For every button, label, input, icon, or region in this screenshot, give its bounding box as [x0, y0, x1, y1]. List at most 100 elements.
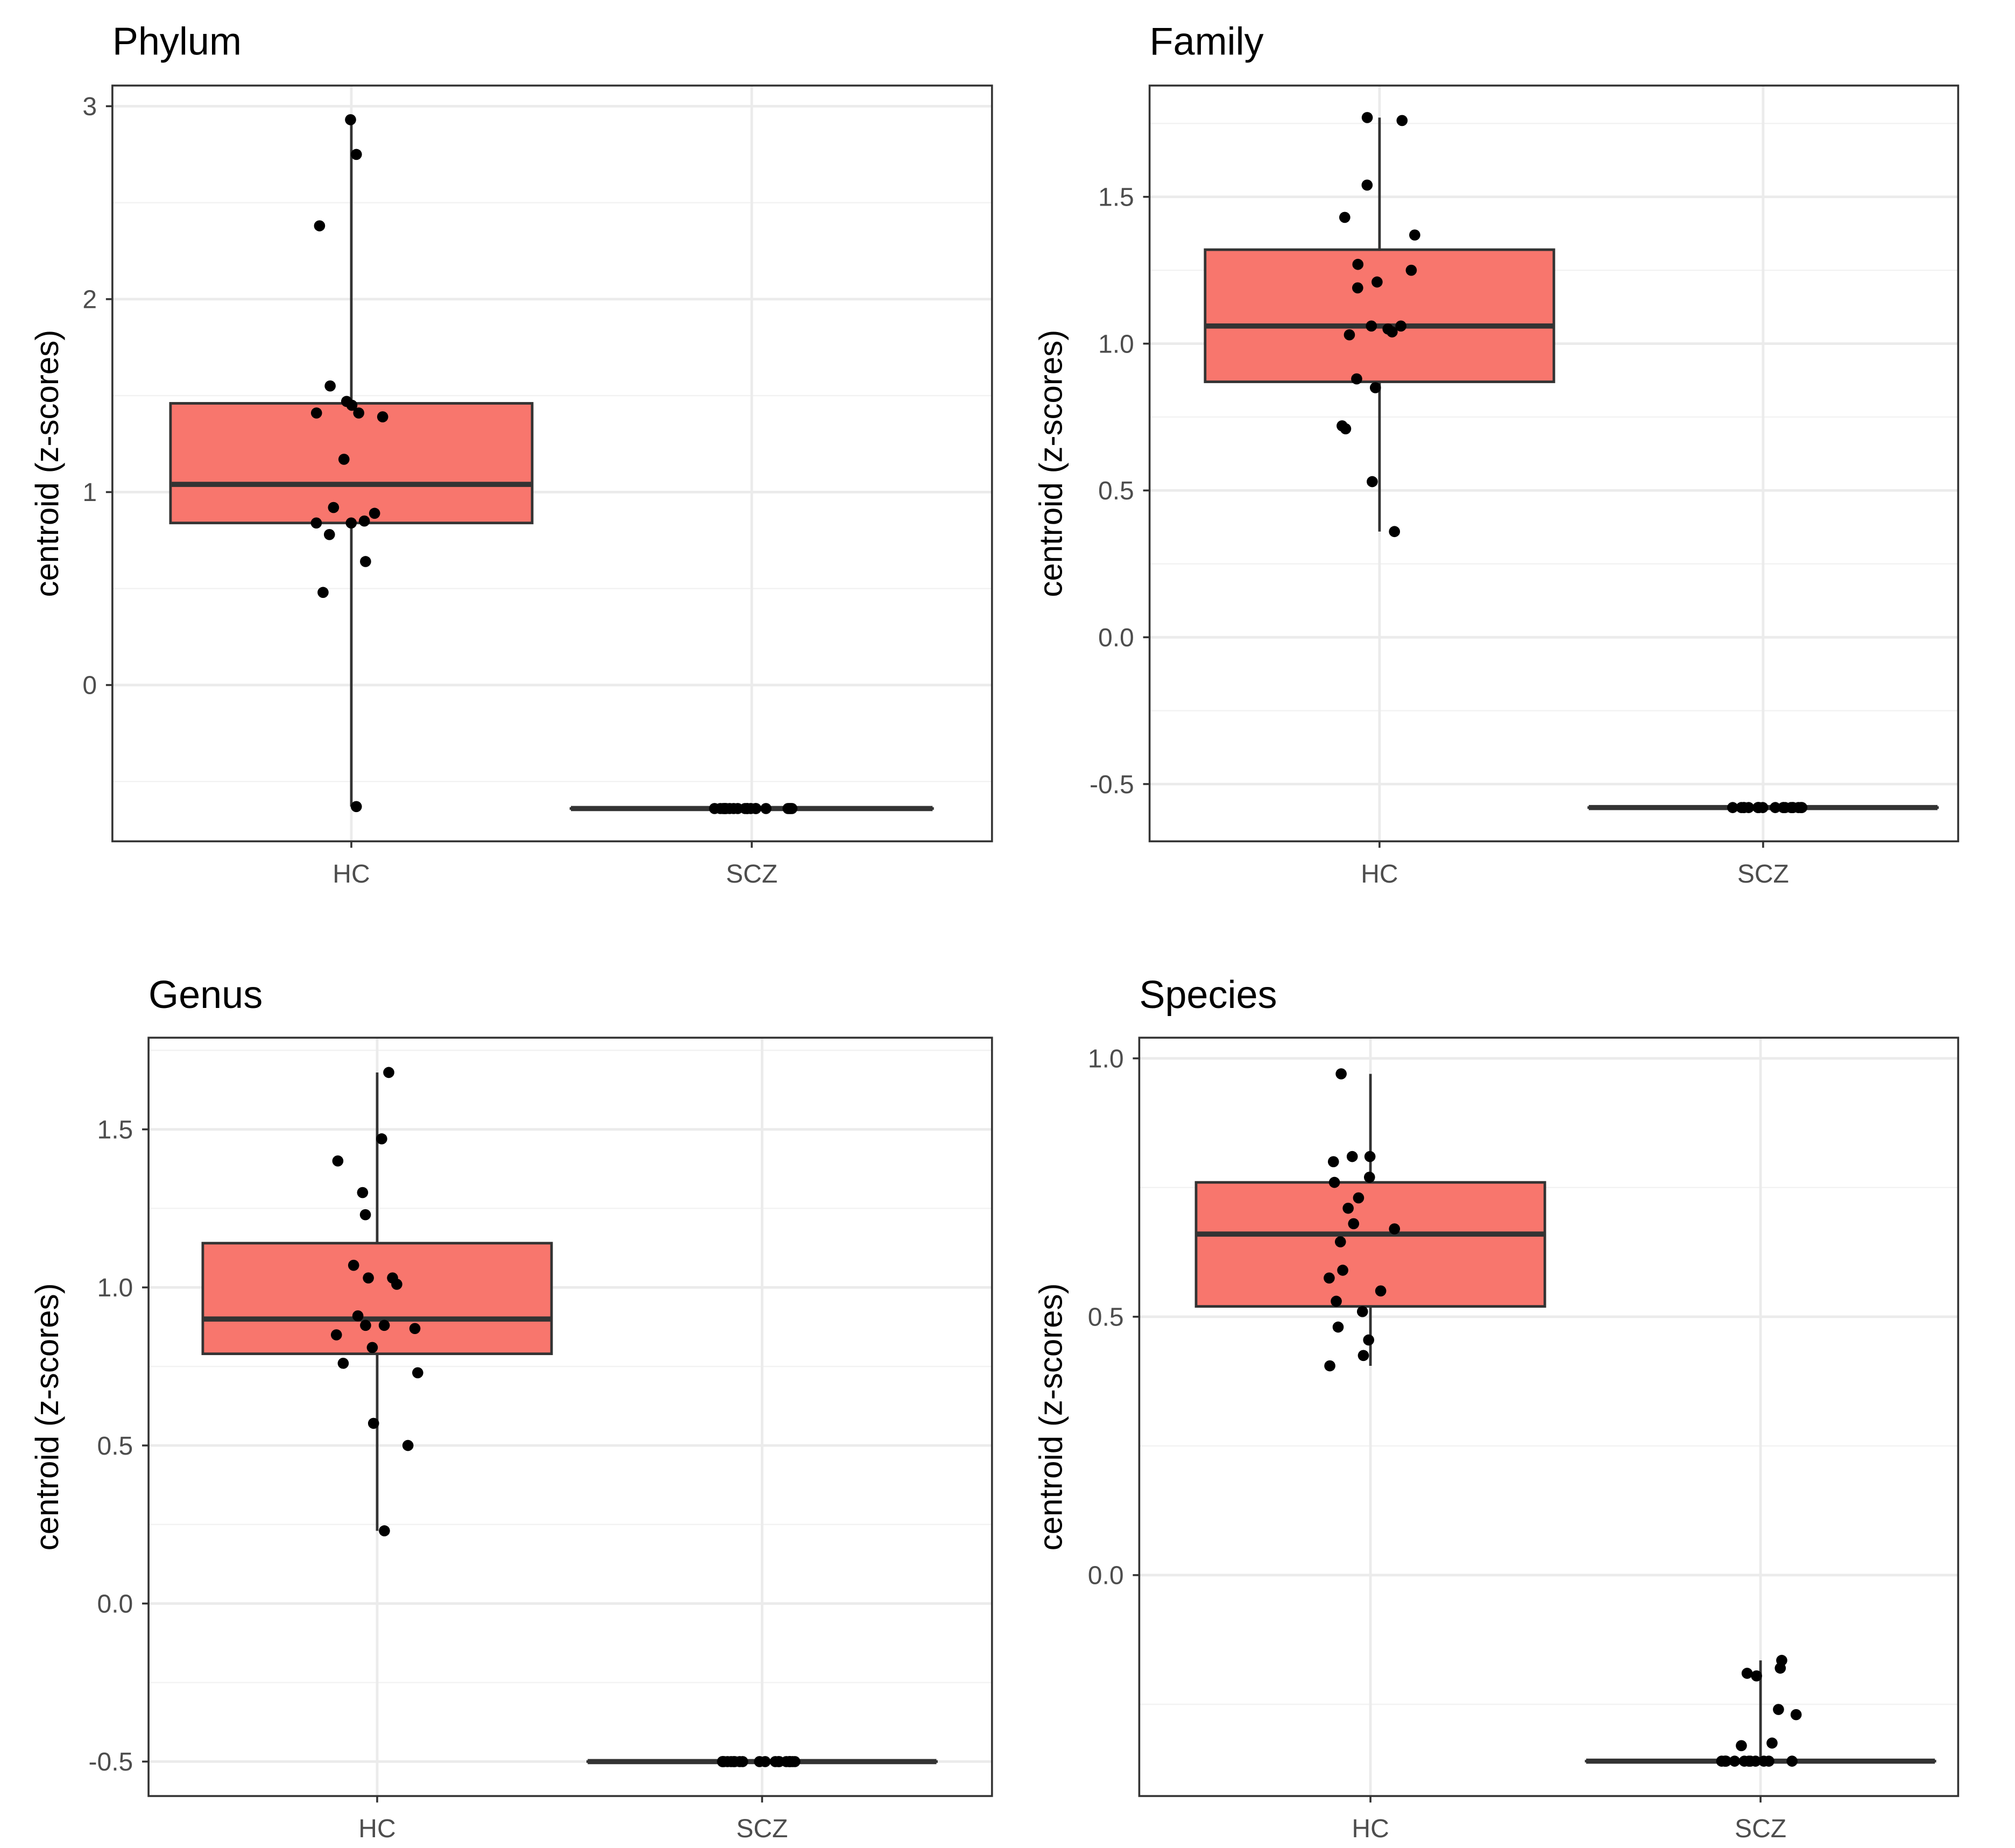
data-point: [1332, 1321, 1344, 1333]
data-point: [1331, 1295, 1342, 1307]
data-point: [1366, 320, 1377, 332]
data-point: [324, 380, 336, 392]
data-point: [323, 528, 335, 540]
data-point: [759, 1756, 771, 1767]
data-point: [376, 1133, 387, 1145]
data-point: [1786, 1755, 1798, 1767]
data-point: [1395, 320, 1406, 332]
data-point: [1334, 1236, 1346, 1247]
x-tick-label: HC: [358, 1815, 395, 1843]
data-point: [346, 399, 358, 411]
data-point: [1363, 1172, 1375, 1183]
y-tick-label: 0.0: [1098, 624, 1134, 652]
data-point: [353, 407, 365, 419]
data-point: [786, 803, 798, 814]
data-point: [332, 1155, 344, 1167]
panel-border: [1138, 1036, 1960, 1797]
panel-border: [1148, 84, 1960, 843]
data-point: [1716, 1755, 1728, 1767]
data-point: [360, 1320, 371, 1331]
data-point: [1389, 1223, 1401, 1235]
data-point: [1324, 1360, 1335, 1372]
y-tick-label: 3: [82, 93, 97, 121]
panel-title: Species: [1139, 974, 1277, 1017]
panel-species: Species 0.0 0.5 1.0 HC SCZ centroid (z-scores…: [1033, 974, 1960, 1843]
data-point: [750, 803, 761, 814]
data-point: [1405, 264, 1417, 276]
data-point: [1790, 1709, 1802, 1720]
data-point: [1346, 1151, 1358, 1162]
data-point: [1339, 211, 1351, 223]
data-point: [1327, 1156, 1339, 1168]
data-point: [348, 1259, 359, 1271]
x-tick-label: SCZ: [726, 860, 777, 888]
data-point: [769, 1756, 781, 1767]
y-tick-label: 1.5: [1098, 184, 1134, 212]
data-point: [1738, 802, 1750, 813]
data-point: [1766, 1737, 1778, 1749]
data-point: [1352, 258, 1364, 270]
panel-genus: Genus -0.5 0.0 0.5 1.0 1.5 HC SCZ centroid (z-s…: [29, 974, 993, 1843]
y-tick-label: 0.0: [97, 1590, 133, 1619]
y-tick-label: 0.5: [1088, 1303, 1124, 1332]
y-axis-label: centroid (z-scores): [1033, 330, 1069, 597]
data-point: [1741, 1668, 1753, 1679]
box-hc: [201, 1242, 553, 1356]
box-hc: [1204, 248, 1556, 383]
data-point: [369, 507, 380, 519]
data-point: [338, 454, 350, 465]
y-tick-label: 1.0: [1088, 1045, 1124, 1073]
x-tick-label: SCZ: [1735, 1815, 1786, 1843]
data-point: [367, 1417, 379, 1429]
data-point: [1736, 1740, 1747, 1752]
data-point: [1758, 1755, 1770, 1767]
data-point: [1356, 1306, 1368, 1317]
data-point: [314, 220, 326, 231]
data-point: [1369, 382, 1381, 393]
data-point: [717, 803, 729, 814]
data-point: [377, 411, 388, 422]
data-point: [1353, 1192, 1364, 1204]
data-point: [1752, 802, 1764, 813]
data-point: [1375, 1285, 1387, 1297]
data-point: [1770, 802, 1781, 813]
data-point: [391, 1279, 402, 1290]
data-point: [1396, 115, 1408, 126]
data-point: [363, 1272, 374, 1284]
y-tick-label: -0.5: [89, 1748, 133, 1776]
data-point: [1337, 420, 1348, 432]
y-tick-label: 1: [82, 478, 97, 507]
data-point: [345, 114, 356, 125]
data-point: [379, 1525, 390, 1536]
data-point: [378, 1320, 390, 1331]
data-point: [1729, 1755, 1741, 1767]
data-point: [317, 587, 329, 598]
data-point: [310, 517, 322, 529]
data-point: [760, 803, 772, 814]
data-point: [784, 1756, 796, 1767]
data-point: [357, 1187, 369, 1198]
x-tick-label: HC: [1361, 860, 1398, 888]
data-point: [1328, 1176, 1340, 1188]
box-hc: [1194, 1181, 1546, 1308]
data-point: [383, 1067, 394, 1078]
data-point: [1358, 1350, 1369, 1362]
data-point: [1774, 1662, 1786, 1674]
y-tick-label: 0: [82, 672, 97, 700]
data-point: [1361, 112, 1373, 123]
data-point: [1348, 1218, 1360, 1230]
data-point: [1367, 476, 1378, 488]
y-axis-label: centroid (z-scores): [29, 1283, 65, 1550]
data-point: [412, 1367, 423, 1379]
data-point: [1744, 1755, 1756, 1767]
panel-border: [111, 84, 993, 843]
panel-phylum: Phylum 0 1 2 3 HC SCZ centroid (z-scores): [29, 20, 993, 888]
y-tick-label: 1.5: [97, 1116, 133, 1144]
data-point: [350, 801, 362, 813]
data-point: [330, 1329, 342, 1341]
data-point: [1387, 326, 1398, 338]
data-point: [337, 1357, 349, 1369]
data-point: [1324, 1272, 1335, 1284]
